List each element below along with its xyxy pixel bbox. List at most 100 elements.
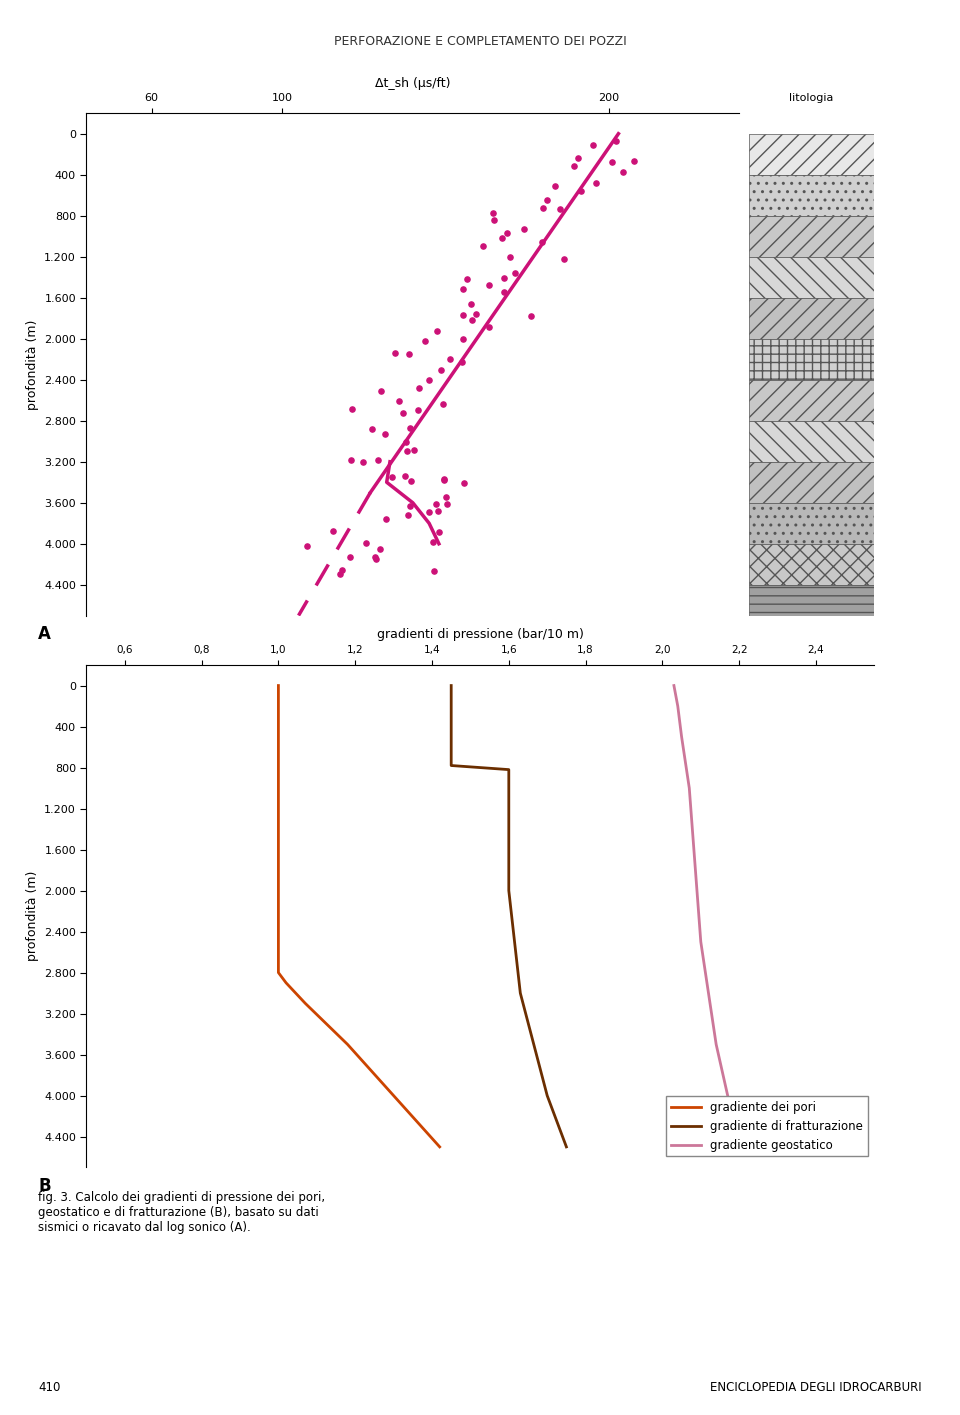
Point: [536, 197, 551, 219]
Point: [373, 381, 389, 403]
Point: [324, 519, 340, 542]
Point: [556, 248, 571, 270]
Point: [499, 222, 515, 245]
Point: [485, 202, 500, 225]
Point: [426, 560, 442, 583]
Text: 410: 410: [38, 1381, 60, 1394]
Text: fig. 3. Calcolo dei gradienti di pressione dei pori,
geostatico e di fratturazio: fig. 3. Calcolo dei gradienti di pressio…: [38, 1191, 325, 1234]
Legend: gradiente dei pori, gradiente di fratturazione, gradiente geostatico: gradiente dei pori, gradiente di frattur…: [666, 1097, 868, 1156]
Point: [385, 466, 400, 488]
Point: [494, 226, 510, 249]
Point: [299, 535, 314, 558]
Point: [401, 342, 417, 365]
Point: [344, 449, 359, 471]
Point: [516, 218, 532, 241]
Point: [496, 280, 512, 303]
Point: [535, 231, 550, 253]
Point: [523, 306, 539, 328]
Point: [487, 208, 502, 231]
Point: [398, 430, 414, 453]
Point: [465, 308, 480, 331]
Point: [608, 130, 623, 153]
Point: [566, 154, 582, 177]
Point: [412, 376, 427, 399]
Point: [365, 417, 380, 440]
Point: [428, 492, 444, 515]
Bar: [749, 174, 874, 215]
Point: [402, 495, 418, 518]
Point: [397, 464, 413, 487]
Point: [464, 293, 479, 316]
Point: [345, 398, 360, 420]
Point: [377, 423, 393, 446]
Point: [605, 151, 620, 174]
Point: [436, 392, 451, 415]
Point: [430, 499, 445, 522]
Bar: [749, 379, 874, 420]
Point: [588, 173, 603, 195]
Point: [403, 470, 419, 492]
Bar: [749, 297, 874, 338]
Point: [355, 450, 371, 473]
Point: [615, 161, 631, 184]
Point: [547, 175, 563, 198]
Point: [502, 245, 517, 267]
Y-axis label: profondità (m): profondità (m): [26, 872, 38, 961]
Text: PERFORAZIONE E COMPLETAMENTO DEI POZZI: PERFORAZIONE E COMPLETAMENTO DEI POZZI: [334, 35, 626, 48]
Point: [387, 341, 402, 364]
Bar: [749, 543, 874, 584]
Point: [496, 267, 512, 290]
Bar: [749, 584, 874, 616]
Bar: [749, 338, 874, 379]
Point: [454, 351, 469, 374]
Bar: [749, 502, 874, 543]
Point: [455, 328, 470, 351]
Point: [440, 492, 455, 515]
Point: [443, 348, 458, 371]
Point: [400, 504, 416, 526]
Point: [573, 180, 588, 202]
Point: [368, 545, 383, 567]
Point: [432, 521, 447, 543]
Point: [430, 320, 445, 342]
Point: [417, 330, 432, 352]
Point: [475, 235, 491, 258]
Bar: [749, 420, 874, 461]
Point: [359, 532, 374, 555]
Point: [540, 188, 555, 211]
Point: [552, 198, 567, 221]
Point: [392, 389, 407, 412]
Text: litologia: litologia: [789, 93, 833, 103]
Point: [436, 468, 451, 491]
Point: [481, 316, 496, 338]
Point: [421, 369, 437, 392]
Text: B: B: [38, 1177, 51, 1196]
Point: [459, 267, 474, 290]
Bar: [749, 256, 874, 297]
Point: [402, 417, 418, 440]
Point: [437, 467, 452, 490]
X-axis label: Δt_sh (μs/ft): Δt_sh (μs/ft): [375, 76, 450, 89]
Point: [468, 303, 484, 325]
Point: [626, 149, 641, 171]
Bar: [749, 133, 874, 174]
Point: [455, 277, 470, 300]
Point: [507, 262, 522, 284]
Point: [411, 399, 426, 422]
Point: [439, 485, 454, 508]
Point: [372, 538, 388, 560]
Point: [369, 548, 384, 570]
Point: [421, 501, 437, 524]
Point: [434, 359, 449, 382]
Text: A: A: [38, 625, 51, 644]
Bar: [749, 215, 874, 256]
Point: [455, 304, 470, 327]
Point: [481, 273, 496, 296]
Point: [586, 133, 601, 156]
X-axis label: gradienti di pressione (bar/10 m): gradienti di pressione (bar/10 m): [376, 628, 584, 641]
Point: [399, 440, 415, 463]
Point: [332, 563, 348, 586]
Point: [370, 449, 385, 471]
Y-axis label: profondità (m): profondità (m): [26, 320, 38, 409]
Bar: [749, 461, 874, 502]
